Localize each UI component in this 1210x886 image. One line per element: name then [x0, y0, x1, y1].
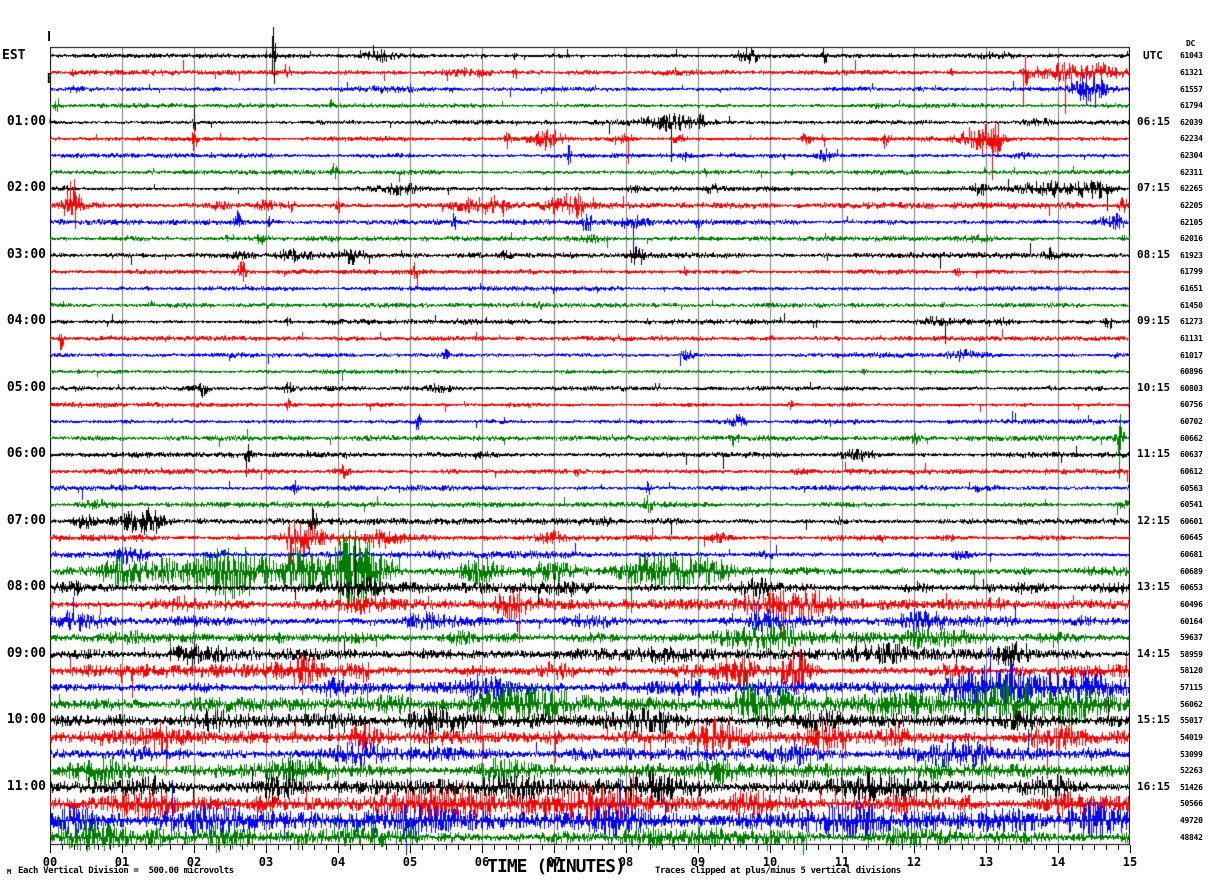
- est-hour-label: 09:00: [6, 645, 46, 661]
- utc-hour-label: 10:15: [1137, 380, 1171, 394]
- trace-dc-value: 62105: [1180, 217, 1203, 227]
- trace-dc-value: 60601: [1180, 516, 1203, 526]
- scale-note: Each Vertical Division = 500.00 microvol…: [18, 866, 234, 876]
- utc-hour-label: 07:15: [1137, 181, 1171, 195]
- trace-dc-value: 61043: [1180, 51, 1203, 61]
- trace-dc-value: 53099: [1180, 749, 1203, 759]
- trace-dc-value: 50566: [1180, 799, 1203, 809]
- minute-tick-label: 00: [42, 855, 58, 869]
- trace-dc-value: 62265: [1180, 184, 1203, 194]
- minute-tick-label: 02: [186, 855, 202, 869]
- est-hour-label: 01:00: [6, 113, 46, 129]
- trace-dc-value: 58120: [1180, 666, 1203, 676]
- utc-hour-label: 16:15: [1137, 779, 1171, 793]
- trace-dc-value: 61273: [1180, 317, 1203, 327]
- est-hour-label: 04:00: [6, 313, 46, 329]
- trace-dc-value: 62304: [1180, 151, 1203, 161]
- minute-tick-label: 10: [762, 855, 778, 869]
- trace-dc-value: 60653: [1180, 583, 1203, 593]
- trace-dc-value: 61557: [1180, 84, 1203, 94]
- utc-hour-label: 15:15: [1137, 713, 1171, 727]
- est-hour-label: 10:00: [6, 712, 46, 728]
- dc-column-label: DC: [1186, 39, 1196, 48]
- minute-tick-label: 04: [330, 855, 346, 869]
- utc-hour-label: 12:15: [1137, 513, 1171, 527]
- minute-tick-label: 07: [546, 855, 562, 869]
- utc-hour-label: 08:15: [1137, 247, 1171, 261]
- trace-dc-value: 51426: [1180, 782, 1203, 792]
- utc-hour-label: 06:15: [1137, 114, 1171, 128]
- trace-dc-value: 56062: [1180, 699, 1203, 709]
- minute-tick-label: 06: [474, 855, 490, 869]
- trace-dc-value: 60637: [1180, 450, 1203, 460]
- minute-tick-label: 05: [402, 855, 418, 869]
- minute-tick-label: 13: [978, 855, 994, 869]
- trace-dc-value: 60612: [1180, 466, 1203, 476]
- trace-dc-value: 55017: [1180, 716, 1203, 726]
- utc-hour-label: 13:15: [1137, 580, 1171, 594]
- trace-dc-value: 60563: [1180, 483, 1203, 493]
- trace-dc-value: 61923: [1180, 250, 1203, 260]
- est-hour-label: 11:00: [6, 778, 46, 794]
- minute-tick-label: 11: [834, 855, 850, 869]
- trace-dc-value: 60803: [1180, 383, 1203, 393]
- trace-dc-value: 60681: [1180, 550, 1203, 560]
- utc-hour-label: 14:15: [1137, 646, 1171, 660]
- right-axis-label: UTC: [1143, 49, 1163, 62]
- trace-dc-value: 62311: [1180, 167, 1203, 177]
- trace-dc-value: 61651: [1180, 284, 1203, 294]
- trace-dc-value: 61799: [1180, 267, 1203, 277]
- est-hour-label: 06:00: [6, 446, 46, 462]
- clip-note: Traces clipped at plus/minus 5 vertical …: [655, 866, 901, 876]
- x-axis-tick-strip: [50, 845, 1131, 853]
- est-hour-label: 05:00: [6, 379, 46, 395]
- trace-dc-value: 61450: [1180, 300, 1203, 310]
- minute-tick-label: 03: [258, 855, 274, 869]
- trace-dc-value: 62234: [1180, 134, 1203, 144]
- est-hour-label: 08:00: [6, 579, 46, 595]
- est-hour-label: 03:00: [6, 246, 46, 262]
- trace-dc-value: 61017: [1180, 350, 1203, 360]
- trace-dc-value: 57115: [1180, 683, 1203, 693]
- minute-tick-label: 14: [1050, 855, 1066, 869]
- trace-dc-value: 60702: [1180, 417, 1203, 427]
- minute-tick-label: 15: [1122, 855, 1138, 869]
- trace-dc-value: 48842: [1180, 832, 1203, 842]
- trace-dc-value: 60645: [1180, 533, 1203, 543]
- trace-dc-value: 60164: [1180, 616, 1203, 626]
- trace-dc-value: 54019: [1180, 732, 1203, 742]
- trace-dc-value: 60496: [1180, 599, 1203, 609]
- trace-dc-value: 60896: [1180, 367, 1203, 377]
- trace-dc-value: 61131: [1180, 333, 1203, 343]
- trace-dc-value: 61794: [1180, 101, 1203, 111]
- minute-tick-label: 01: [114, 855, 130, 869]
- trace-dc-value: 62039: [1180, 117, 1203, 127]
- trace-dc-value: 62016: [1180, 234, 1203, 244]
- utc-hour-label: 09:15: [1137, 314, 1171, 328]
- x-axis-title: TIME (MINUTES): [487, 856, 626, 877]
- corner-mark: M: [7, 868, 12, 876]
- trace-dc-value: 60541: [1180, 500, 1203, 510]
- trace-dc-value: 52263: [1180, 766, 1203, 776]
- minute-tick-label: 09: [690, 855, 706, 869]
- minute-tick-label: 12: [906, 855, 922, 869]
- trace-dc-value: 58959: [1180, 649, 1203, 659]
- trace-dc-value: 61321: [1180, 67, 1203, 77]
- est-hour-label: 02:00: [6, 180, 46, 196]
- minute-tick-label: 08: [618, 855, 634, 869]
- trace-dc-value: 60662: [1180, 433, 1203, 443]
- left-axis-label: EST: [2, 48, 26, 63]
- helicorder-traces-canvas: [50, 27, 1130, 855]
- trace-dc-value: 60689: [1180, 566, 1203, 576]
- trace-dc-value: 62205: [1180, 200, 1203, 210]
- trace-dc-value: 59637: [1180, 633, 1203, 643]
- est-hour-label: 07:00: [6, 512, 46, 528]
- trace-dc-value: 49720: [1180, 816, 1203, 826]
- trace-dc-value: 60756: [1180, 400, 1203, 410]
- utc-hour-label: 11:15: [1137, 447, 1171, 461]
